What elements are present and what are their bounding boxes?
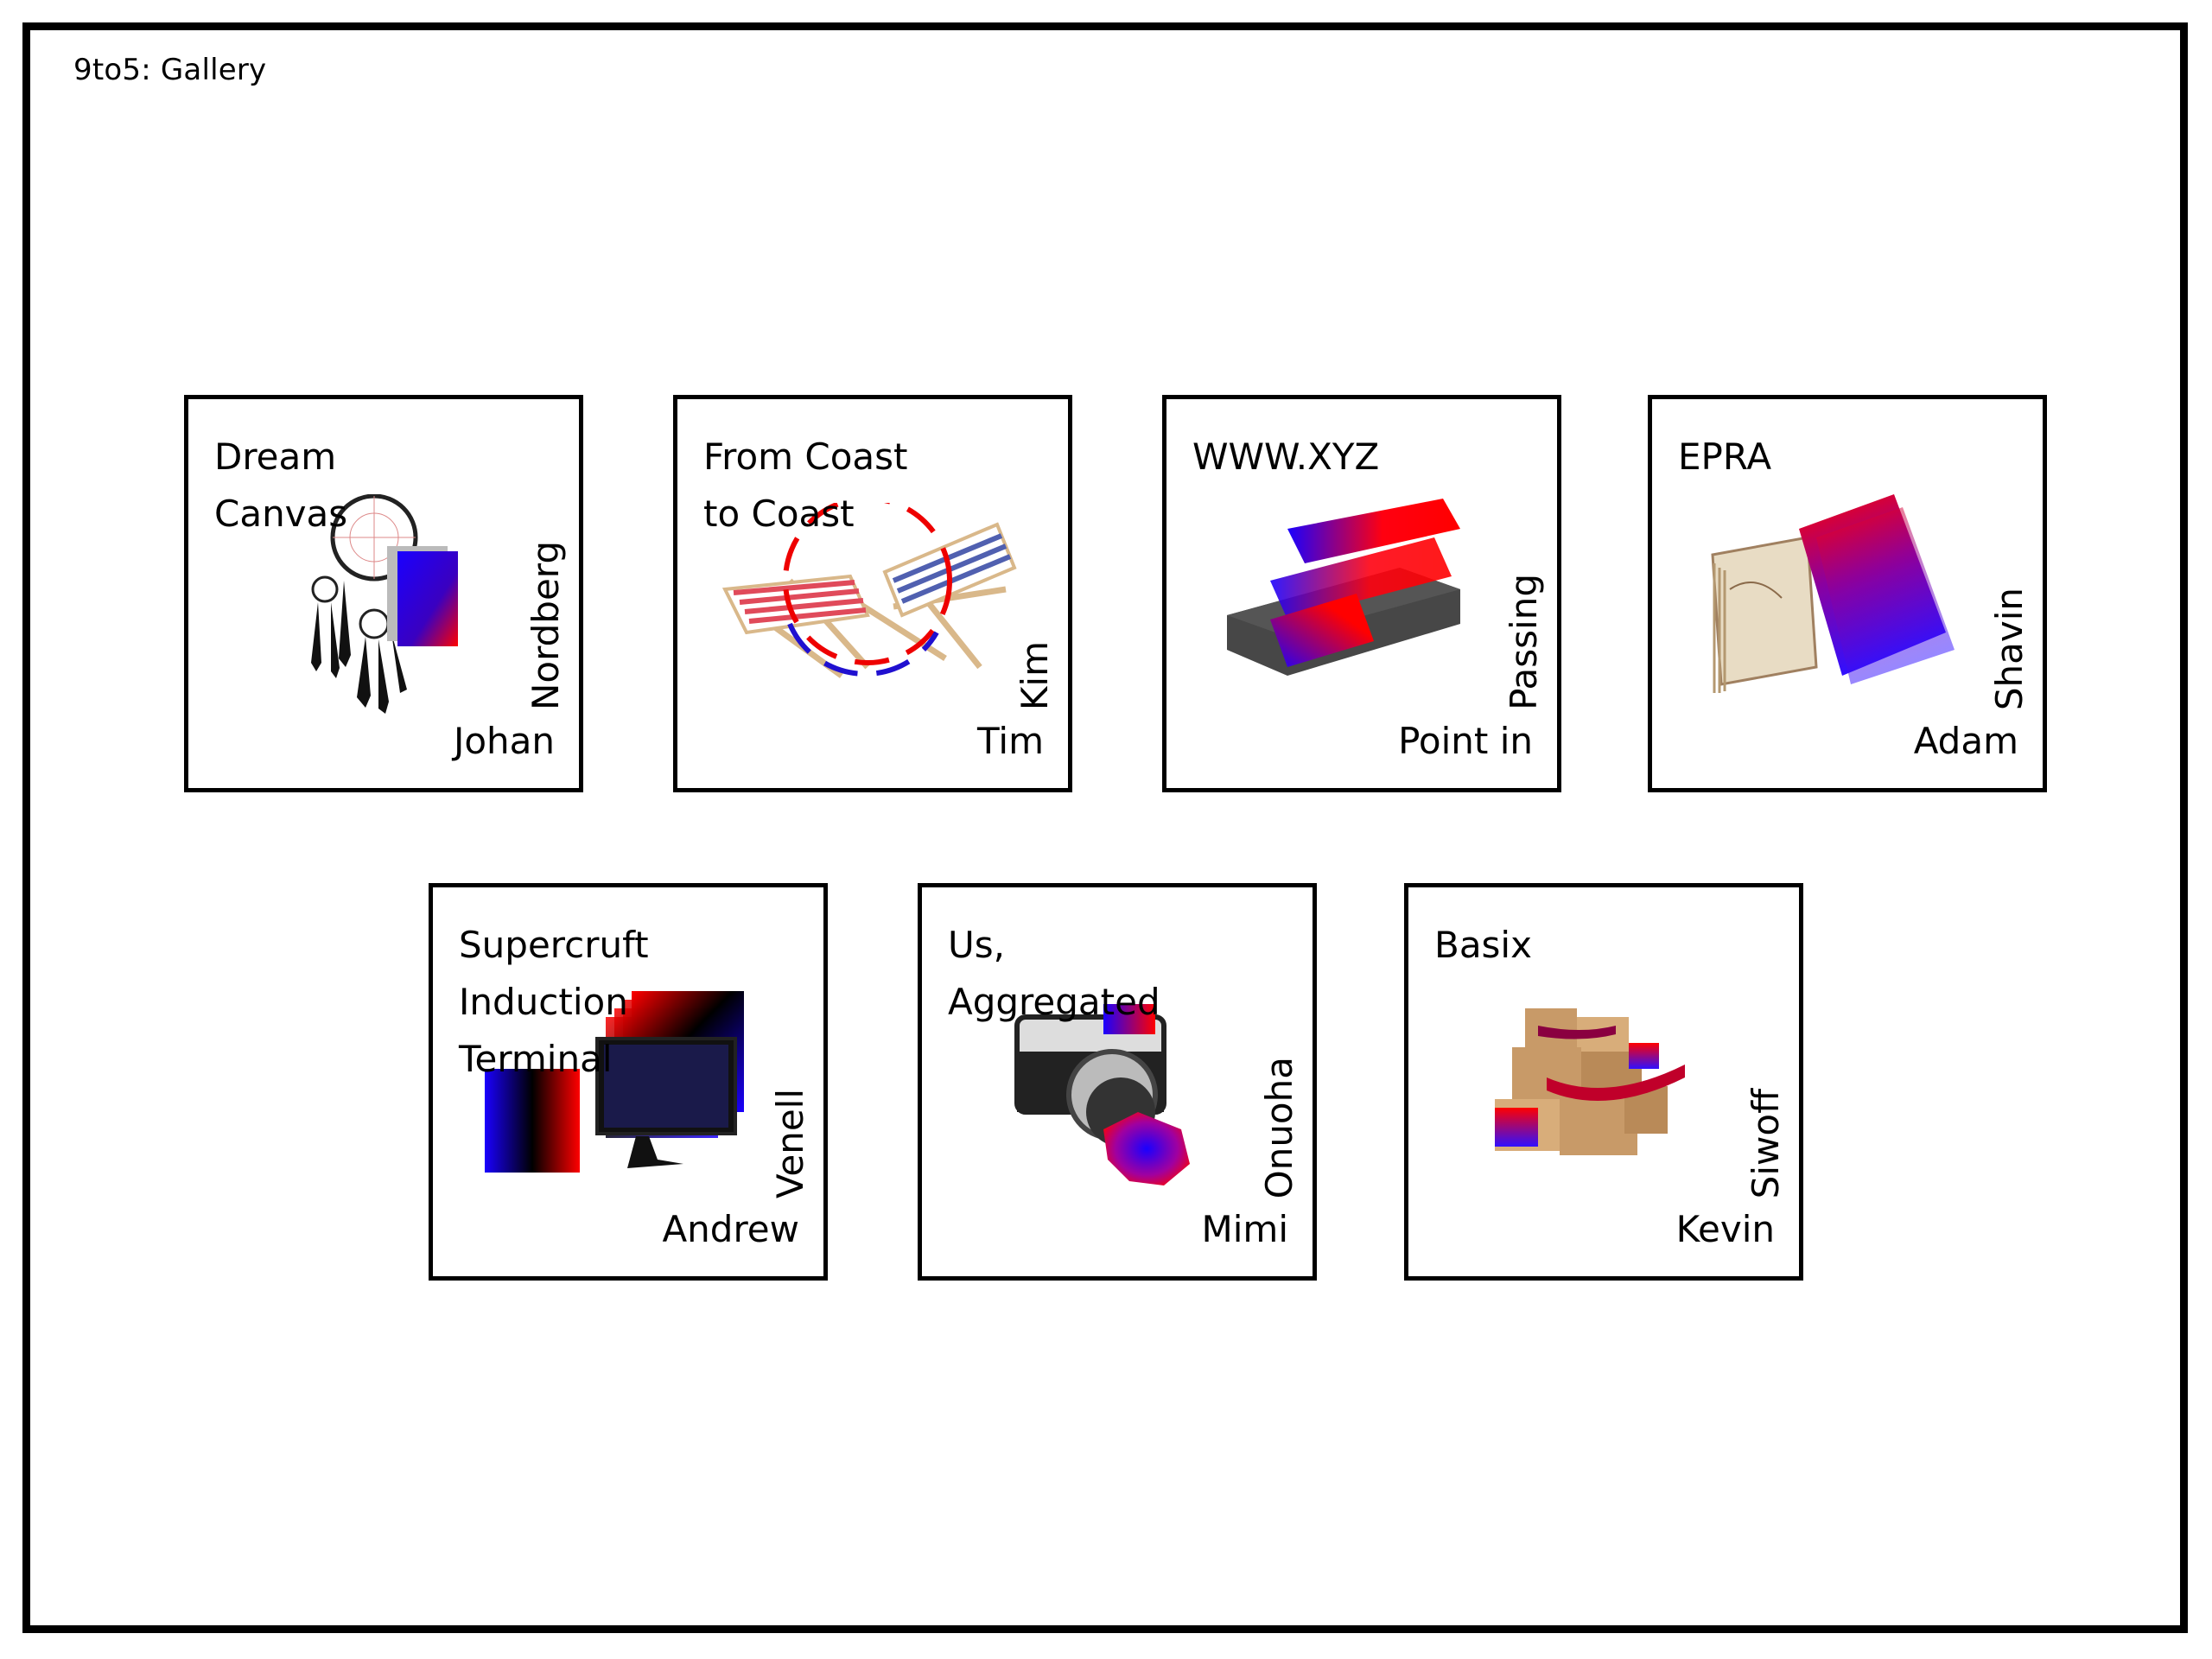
artist-last-name: Shavin [1988, 587, 2031, 710]
card-us-aggregated[interactable]: Us, Aggregated Onuoha Mimi [918, 883, 1317, 1281]
site-title[interactable]: 9to5: Gallery [73, 53, 267, 87]
artist-first-name: Johan [453, 720, 555, 762]
artist-last-name: Nordberg [524, 541, 567, 710]
artist-first-name: Andrew [662, 1208, 799, 1250]
artist-first-name: Point in [1398, 720, 1533, 762]
boxes-icon [1495, 1008, 1685, 1155]
vhs-cassette-icon [1227, 499, 1460, 676]
artist-last-name: Venell [769, 1088, 811, 1198]
artist-last-name: Onuoha [1258, 1056, 1300, 1198]
card-epra[interactable]: EPRA Shavin Adam [1648, 395, 2047, 792]
artist-first-name: Adam [1913, 720, 2018, 762]
project-title: EPRA [1678, 435, 1772, 478]
gallery-frame: 9to5: Gallery Dream Canvas Nordberg Joha… [22, 22, 2188, 1633]
project-title: Supercruft Induction Terminal [459, 924, 649, 1080]
artist-first-name: Mimi [1201, 1208, 1289, 1250]
project-title: Us, Aggregated [948, 924, 1160, 1023]
old-book-icon [1711, 494, 1955, 693]
card-www-xyz[interactable]: WWW.XYZ Passing Point in [1162, 395, 1561, 792]
artist-last-name: Kim [1014, 640, 1056, 710]
artist-first-name: Tim [977, 720, 1044, 762]
artist-last-name: Siwoff [1745, 1088, 1787, 1198]
camera-icon [1014, 1004, 1190, 1185]
dreamcatcher-icon [311, 494, 458, 714]
artist-last-name: Passing [1503, 574, 1545, 710]
monitor-icon [485, 991, 744, 1173]
project-title: Dream Canvas [214, 435, 348, 535]
artist-first-name: Kevin [1675, 1208, 1775, 1250]
project-title: WWW.XYZ [1192, 435, 1380, 478]
card-dream-canvas[interactable]: Dream Canvas Nordberg Johan [184, 395, 583, 792]
beach-chairs-icon [721, 503, 1017, 678]
card-supercruft-induction-terminal[interactable]: Supercruft Induction Terminal Venell And… [429, 883, 828, 1281]
card-from-coast-to-coast[interactable]: From Coast to Coast Kim Tim [673, 395, 1072, 792]
project-title: Basix [1434, 924, 1532, 966]
project-title: From Coast to Coast [703, 435, 908, 535]
card-basix[interactable]: Basix Siwoff Kevin [1404, 883, 1803, 1281]
